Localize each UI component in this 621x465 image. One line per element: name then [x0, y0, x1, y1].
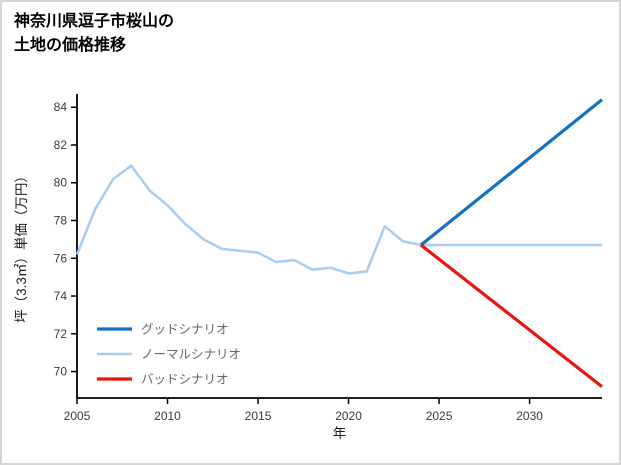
- chart-title-line1: 神奈川県逗子市桜山の: [14, 13, 175, 30]
- x-tick-label: 2010: [154, 409, 181, 423]
- legend-label-normal: ノーマルシナリオ: [141, 348, 241, 362]
- y-axis-label: 坪（3.3㎡）単価（万円）: [14, 169, 29, 323]
- legend-label-bad: バッドシナリオ: [141, 373, 229, 387]
- legend-label-good: グッドシナリオ: [141, 323, 229, 337]
- y-tick-label: 74: [54, 289, 68, 303]
- y-tick-label: 70: [54, 365, 68, 379]
- y-tick-label: 82: [54, 138, 68, 152]
- x-axis-label: 年: [333, 426, 347, 441]
- y-tick-label: 78: [54, 214, 68, 228]
- x-tick-label: 2025: [426, 409, 453, 423]
- y-tick-label: 72: [54, 327, 68, 341]
- series-line-2: [419, 243, 603, 388]
- x-tick-label: 2005: [64, 409, 91, 423]
- chart-title: 神奈川県逗子市桜山の 土地の価格推移: [14, 10, 174, 58]
- x-tick-label: 2015: [245, 409, 272, 423]
- x-tick-label: 2030: [516, 409, 543, 423]
- y-tick-label: 84: [54, 100, 68, 114]
- series-line-1: [75, 164, 602, 275]
- chart-title-line2: 土地の価格推移: [14, 37, 127, 54]
- series-line-0: [419, 98, 604, 247]
- y-tick-label: 80: [54, 176, 68, 190]
- x-tick-label: 2020: [335, 409, 362, 423]
- y-tick-label: 76: [54, 251, 68, 265]
